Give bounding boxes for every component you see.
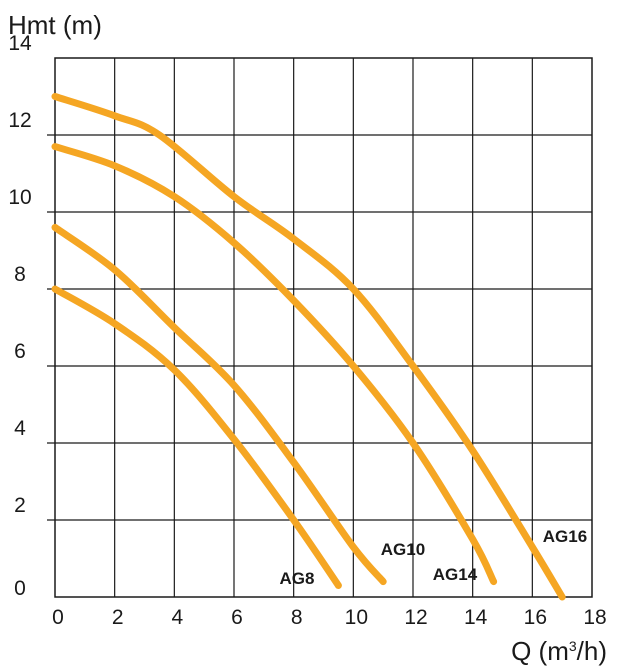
x-tick-label: 14 — [464, 606, 488, 629]
plot-frame — [54, 57, 593, 598]
chart-labels: 0 2 4 6 8 10 12 14 16 18 0 2 4 6 8 10 12 14 AG8 AG10 AG14 AG1… — [8, 32, 606, 629]
y-axis-title: Hmt (m) — [8, 10, 102, 40]
series-label-ag16: AG16 — [543, 527, 587, 546]
curve-ag8 — [51, 285, 342, 589]
x-axis-title-tail: /h) — [576, 636, 607, 666]
y-tick-label: 6 — [14, 340, 26, 363]
x-axis-title-base: Q (m — [511, 636, 569, 666]
y-tick-label: 12 — [8, 109, 31, 132]
y-tick-label: 0 — [14, 577, 26, 600]
x-tick-label: 10 — [345, 606, 368, 629]
x-tick-label: 6 — [231, 606, 243, 629]
x-tick-label: 2 — [112, 606, 124, 629]
x-axis-title: Q (m3/h) — [511, 636, 607, 667]
curve-ag14 — [51, 143, 498, 586]
series-label-ag14: AG14 — [433, 565, 478, 584]
x-tick-label: 16 — [524, 606, 547, 629]
series-label-ag8: AG8 — [280, 569, 315, 588]
x-tick-label: 8 — [291, 606, 303, 629]
x-tick-label: 0 — [52, 606, 64, 629]
curve-ag16 — [51, 93, 566, 601]
y-tick-label: 10 — [8, 186, 31, 209]
x-tick-label: 18 — [583, 606, 606, 629]
x-tick-label: 4 — [171, 606, 183, 629]
chart-curves — [51, 93, 566, 601]
y-tick-label: 8 — [14, 263, 26, 286]
curve-ag10 — [51, 223, 387, 586]
y-tick-label: 2 — [14, 494, 26, 517]
chart-grid — [47, 57, 593, 598]
x-axis-title-sup: 3 — [568, 638, 577, 654]
y-tick-label: 14 — [8, 32, 32, 55]
series-label-ag10: AG10 — [381, 540, 425, 559]
y-tick-label: 4 — [14, 417, 26, 440]
x-tick-label: 12 — [404, 606, 427, 629]
